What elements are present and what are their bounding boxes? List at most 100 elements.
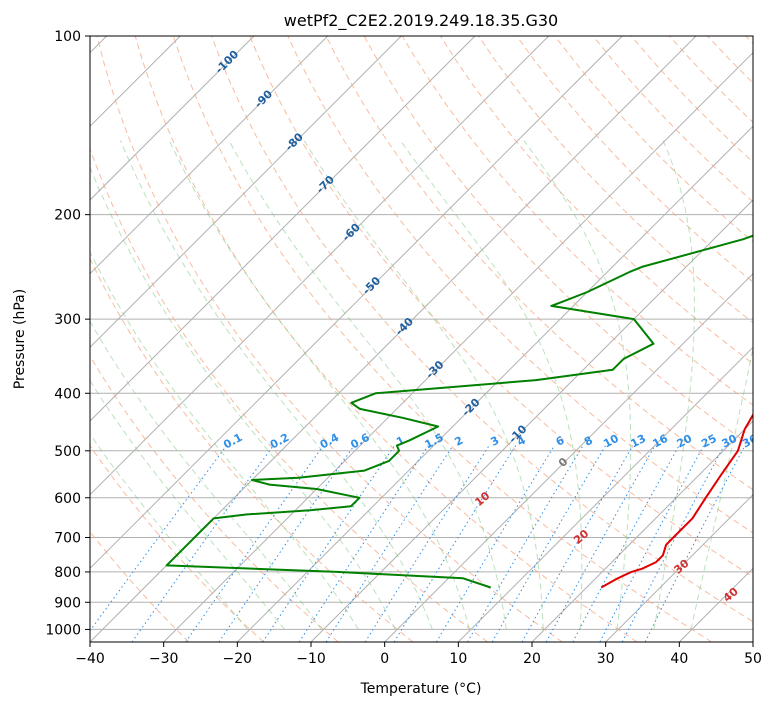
dry-adiabat-line: [249, 36, 753, 578]
mixing-ratio-line: [521, 445, 634, 642]
dry-adiabat-line: [516, 36, 753, 283]
x-axis-title: Temperature (°C): [360, 681, 482, 697]
y-tick-label: 300: [54, 312, 81, 328]
moist-adiabat-line: [690, 345, 753, 630]
mixing-ratio-line: [185, 445, 324, 642]
chart-title: wetPf2_C2E2.2019.249.18.35.G30: [284, 11, 558, 31]
moist-adiabat-line: [90, 433, 248, 630]
dry-adiabat-line: [707, 36, 753, 84]
mixing-ratio-label: 20: [675, 432, 695, 451]
dry-adiabat-line: [90, 444, 264, 642]
isotherm-line: [531, 420, 753, 642]
dry-adiabat-line: [90, 530, 190, 642]
mixing-ratio-label: 0.4: [318, 431, 342, 452]
mixing-ratio-line: [90, 445, 227, 632]
mixing-ratio-line: [644, 445, 746, 642]
moist-adiabat-line: [120, 140, 433, 630]
y-tick-label: 600: [54, 491, 81, 507]
isotherm-label: -60: [340, 221, 363, 244]
isotherm-line: [90, 36, 550, 496]
mixing-ratio-line: [545, 445, 656, 642]
isotherm-line: [457, 346, 753, 642]
dry-adiabat-line: [325, 36, 753, 491]
mixing-ratio-line: [393, 445, 517, 642]
mixing-ratio-label: 30: [720, 432, 740, 451]
isotherm-label: -80: [283, 130, 306, 153]
dry-adiabat-line: [172, 36, 712, 642]
x-tick-label: 50: [744, 651, 762, 667]
isotherm-line: [163, 51, 753, 642]
y-tick-label: 1000: [45, 622, 81, 638]
y-tick-label: 700: [54, 531, 81, 547]
x-tick-label: −40: [75, 651, 105, 667]
y-tick-label: 900: [54, 595, 81, 611]
moist-adiabat-line: [228, 140, 507, 630]
mixing-ratio-line: [325, 445, 454, 642]
mixing-ratio-line: [262, 445, 396, 642]
x-tick-label: 30: [597, 651, 615, 667]
mixing-ratio-label: 13: [628, 432, 648, 451]
y-axis-title: Pressure (hPa): [12, 289, 28, 389]
x-tick-label: −30: [149, 651, 179, 667]
isotherm-label: -70: [314, 173, 337, 196]
x-tick-label: −10: [296, 651, 326, 667]
mixing-ratio-line: [298, 445, 429, 642]
dry-adiabat-line: [439, 36, 753, 365]
dry-adiabat-line: [592, 36, 753, 203]
x-tick-label: 10: [449, 651, 467, 667]
dry-adiabat-line: [90, 257, 414, 642]
isotherm-label: -90: [252, 87, 275, 110]
isotherm-label: 0: [556, 455, 571, 470]
mixing-ratio-label: 10: [601, 432, 621, 451]
y-tick-label: 200: [54, 208, 81, 224]
mixing-ratio-line: [131, 445, 274, 642]
isotherm-label: -100: [213, 48, 242, 77]
mixing-ratio-label: 8: [582, 434, 595, 449]
mixing-ratio-line: [364, 445, 490, 642]
mixing-ratio-label: 2: [452, 434, 465, 449]
dry-adiabat-line: [90, 147, 488, 642]
mixing-ratio-label: 25: [699, 432, 719, 451]
plot-frame: [89, 35, 754, 643]
isotherm-line: [90, 36, 402, 349]
mixing-ratio-line: [218, 445, 355, 642]
moist-adiabat-line: [90, 320, 322, 630]
dry-adiabat-line: [478, 36, 753, 324]
isotherm-line: [90, 36, 623, 570]
moist-adiabat-line: [399, 140, 583, 630]
mixing-ratio-label: 6: [554, 433, 567, 448]
isotherm-label: -20: [459, 396, 482, 419]
isotherm-line: [236, 125, 753, 642]
dry-adiabat-line: [287, 36, 753, 534]
dry-adiabat-line: [134, 36, 638, 642]
y-tick-label: 100: [54, 29, 81, 45]
isotherm-line: [605, 493, 753, 642]
mixing-ratio-line: [599, 445, 705, 642]
mixing-ratio-label: 0.2: [268, 431, 291, 452]
isotherm-label: -50: [360, 274, 383, 297]
moist-adiabat-line: [90, 379, 285, 630]
isotherm-line: [310, 199, 753, 642]
mixing-ratio-line: [572, 445, 680, 642]
moist-adiabat-line: [90, 250, 359, 630]
isotherm-label: -30: [423, 358, 446, 381]
isotherm-line: [90, 36, 255, 201]
moist-adiabat-line: [653, 140, 696, 630]
dewpoint-profile-line: [165, 234, 753, 589]
moist-adiabat-line: [523, 140, 632, 630]
dry-adiabat-label: 10: [472, 489, 492, 509]
isotherm-line: [384, 272, 753, 642]
mixing-ratio-label: 1.5: [423, 431, 446, 452]
moist-adiabat-line: [90, 166, 396, 630]
moist-adiabat-line: [168, 140, 470, 630]
mixing-ratio-line: [467, 445, 584, 642]
dry-adiabat-label: 20: [571, 527, 591, 547]
mixing-ratio-line: [435, 445, 555, 642]
isotherm-label: -40: [393, 315, 416, 338]
dry-adiabat-line: [745, 36, 753, 45]
isotherm-line: [90, 36, 329, 275]
x-tick-label: −20: [223, 651, 253, 667]
dry-adiabat-line: [211, 36, 753, 623]
mixing-ratio-line: [491, 445, 607, 642]
